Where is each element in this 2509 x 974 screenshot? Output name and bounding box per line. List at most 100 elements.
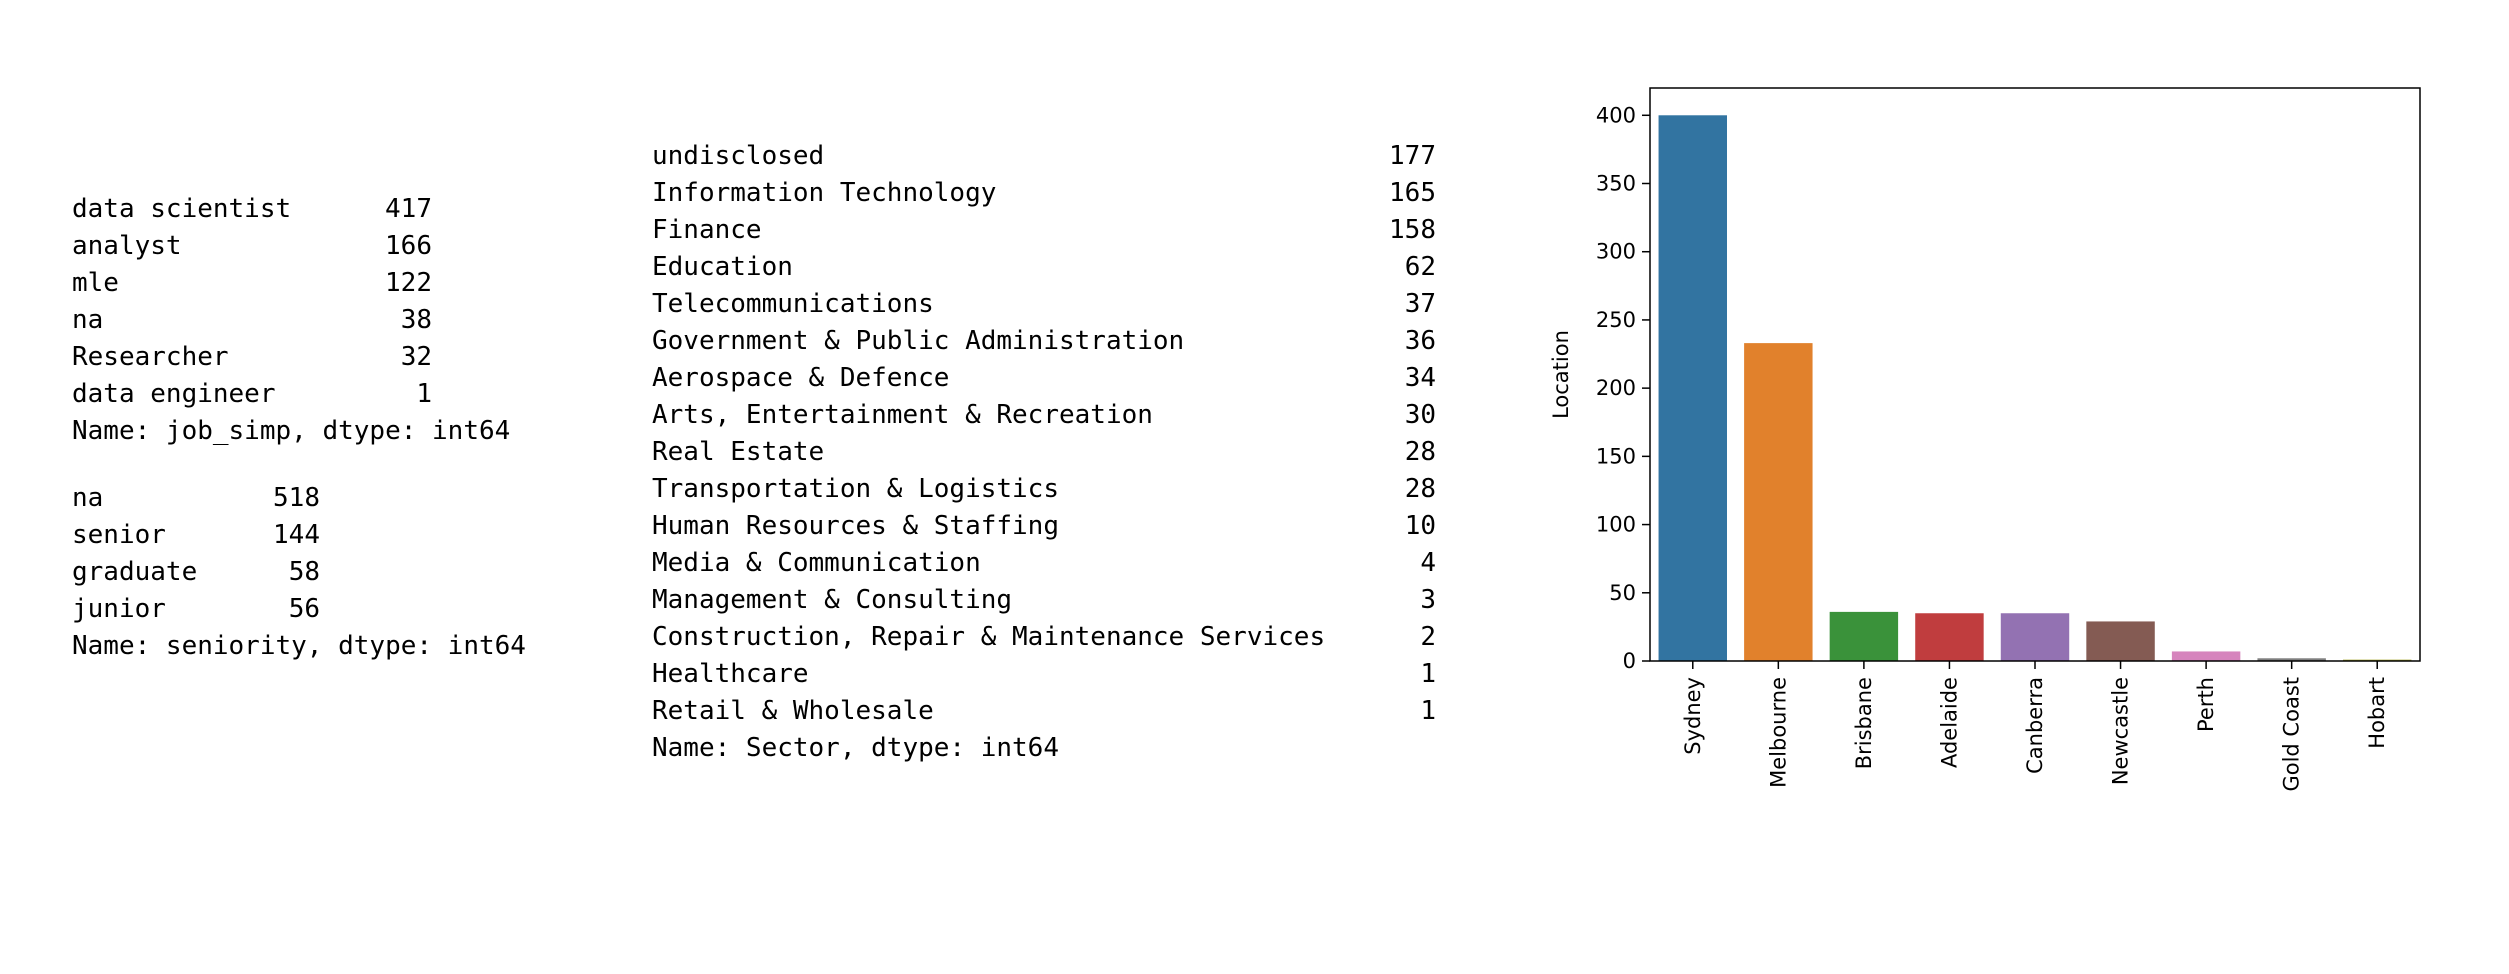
location-bar-chart: 0 50 100 150 200 250 300 350 400 Sydney Melbourne B… — [1520, 60, 2460, 820]
bar-sydney — [1658, 115, 1727, 662]
value-count-row: Transportation & Logistics 28 — [652, 471, 1452, 508]
value-count-row: Finance 158 — [652, 212, 1452, 249]
value-count-label: Finance — [652, 215, 762, 245]
value-count-number: 4 — [1420, 548, 1436, 578]
value-count-number: 62 — [1404, 252, 1436, 282]
value-count-number: 56 — [288, 594, 320, 624]
value-count-number: 10 — [1404, 511, 1436, 541]
value-count-label: Telecommunications — [652, 289, 934, 319]
value-count-label: undisclosed — [652, 141, 825, 171]
value-count-label: mle — [72, 268, 119, 298]
value-count-label: Education — [652, 252, 793, 282]
bar-gold-coast — [2257, 658, 2326, 661]
value-count-label: Transportation & Logistics — [652, 474, 1059, 504]
value-count-row: undisclosed 177 — [652, 138, 1452, 175]
value-count-number: 177 — [1389, 141, 1436, 171]
value-count-number: 1 — [1420, 696, 1436, 726]
series-footer: Name: Sector, dtype: int64 — [652, 733, 1059, 763]
y-tick-label: 100 — [1596, 513, 1636, 537]
value-count-number: 38 — [400, 305, 432, 335]
value-count-row: na 518 — [72, 480, 592, 517]
x-tick-label: Melbourne — [1766, 677, 1790, 788]
y-tick-label: 300 — [1596, 240, 1636, 264]
value-count-row: Media & Communication 4 — [652, 545, 1452, 582]
value-count-row: Government & Public Administration 36 — [652, 323, 1452, 360]
value-count-number: 2 — [1420, 622, 1436, 652]
value-count-row: data scientist 417 — [72, 191, 592, 228]
x-tick-label: Brisbane — [1852, 677, 1876, 769]
y-tick-label: 50 — [1609, 581, 1636, 605]
value-count-label: Real Estate — [652, 437, 825, 467]
plot-frame — [1649, 87, 2421, 662]
value-count-number: 3 — [1420, 585, 1436, 615]
value-count-label: data scientist — [72, 194, 292, 224]
chart-svg: 0 50 100 150 200 250 300 350 400 Sydney Melbourne B… — [1549, 87, 2421, 792]
value-count-label: Information Technology — [652, 178, 997, 208]
value-count-row: analyst 166 — [72, 228, 592, 265]
y-tick-label: 350 — [1596, 172, 1636, 196]
value-count-row: Arts, Entertainment & Recreation 30 — [652, 397, 1452, 434]
value-count-number: 37 — [1404, 289, 1436, 319]
value-count-label: data engineer — [72, 379, 276, 409]
value-count-row: Information Technology 165 — [652, 175, 1452, 212]
value-count-label: Arts, Entertainment & Recreation — [652, 400, 1153, 430]
value-count-row: junior 56 — [72, 591, 592, 628]
value-count-number: 165 — [1389, 178, 1436, 208]
y-tick-label: 0 — [1623, 649, 1636, 673]
value-count-row: Researcher 32 — [72, 339, 592, 376]
value-count-row: data engineer 1 — [72, 376, 592, 413]
value-count-label: Human Resources & Staffing — [652, 511, 1059, 541]
value-count-number: 1 — [1420, 659, 1436, 689]
y-tick-label: 250 — [1596, 308, 1636, 332]
sector-value-counts: undisclosed 177 Information Technology 165 F… — [652, 138, 1452, 763]
value-count-row: graduate 58 — [72, 554, 592, 591]
y-axis-label: Location — [1549, 330, 1573, 419]
value-count-row: Education 62 — [652, 249, 1452, 286]
value-count-number: 518 — [273, 483, 320, 513]
bar-newcastle — [2086, 621, 2155, 661]
value-count-number: 30 — [1404, 400, 1436, 430]
value-count-row: Management & Consulting 3 — [652, 582, 1452, 619]
value-count-label: Retail & Wholesale — [652, 696, 934, 726]
value-count-number: 1 — [416, 379, 432, 409]
series-footer: Name: job_simp, dtype: int64 — [72, 416, 511, 446]
value-count-row: Construction, Repair & Maintenance Servi… — [652, 619, 1452, 656]
job-simp-value-counts: data scientist 417 analyst 166 mle 122 na 38 Res… — [72, 191, 592, 446]
x-tick-label: Gold Coast — [2280, 677, 2304, 792]
value-count-row: senior 144 — [72, 517, 592, 554]
value-count-number: 417 — [385, 194, 432, 224]
x-tick-label: Perth — [2194, 677, 2218, 732]
seniority-value-counts: na 518 senior 144 graduate 58 junior 56 Name: se… — [72, 480, 592, 661]
value-count-label: Aerospace & Defence — [652, 363, 950, 393]
bar-perth — [2171, 651, 2241, 661]
bar-brisbane — [1829, 611, 1899, 661]
value-count-label: Government & Public Administration — [652, 326, 1185, 356]
value-count-number: 32 — [400, 342, 432, 372]
series-footer: Name: seniority, dtype: int64 — [72, 631, 526, 661]
x-tick-label: Adelaide — [1937, 677, 1961, 768]
value-count-row: mle 122 — [72, 265, 592, 302]
value-count-number: 166 — [385, 231, 432, 261]
value-count-label: Healthcare — [652, 659, 809, 689]
value-count-row: Human Resources & Staffing 10 — [652, 508, 1452, 545]
value-count-row: Telecommunications 37 — [652, 286, 1452, 323]
value-count-number: 36 — [1404, 326, 1436, 356]
y-tick-label: 200 — [1596, 376, 1636, 400]
value-count-number: 28 — [1404, 437, 1436, 467]
value-count-row: Healthcare 1 — [652, 656, 1452, 693]
x-tick-label: Hobart — [2365, 677, 2389, 749]
value-count-number: 158 — [1389, 215, 1436, 245]
value-count-label: na — [72, 305, 104, 335]
bar-canberra — [2000, 613, 2070, 661]
value-count-number: 28 — [1404, 474, 1436, 504]
value-count-number: 34 — [1404, 363, 1436, 393]
value-count-label: graduate — [72, 557, 198, 587]
value-count-label: analyst — [72, 231, 182, 261]
value-count-row: na 38 — [72, 302, 592, 339]
value-count-label: Management & Consulting — [652, 585, 1013, 615]
value-count-row: Retail & Wholesale 1 — [652, 693, 1452, 730]
value-count-number: 122 — [385, 268, 432, 298]
value-count-label: Construction, Repair & Maintenance Servi… — [652, 622, 1326, 652]
value-count-label: senior — [72, 520, 166, 550]
value-count-label: Media & Communication — [652, 548, 981, 578]
